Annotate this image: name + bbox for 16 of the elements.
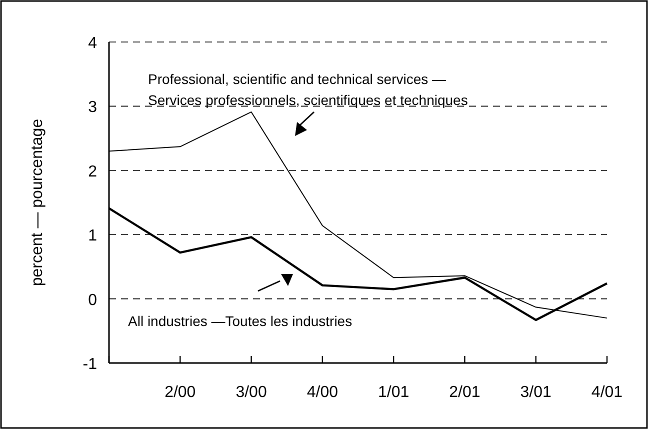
x-tick-label: 4/00	[306, 384, 338, 401]
y-tick-label: -1	[82, 356, 98, 373]
y-axis-title: percent — pourcentage	[29, 118, 46, 286]
y-tick-label: 3	[88, 99, 98, 116]
text: Professional, scientific and technical services — Services professionnels, scientifiques et techniques	[148, 71, 468, 108]
x-tick-label: 1/01	[378, 384, 410, 401]
x-tick-label: 3/00	[236, 384, 267, 401]
y-tick-label: 0	[88, 292, 98, 309]
y-tick-label: 2	[88, 163, 98, 180]
y-tick-label: 4	[88, 35, 98, 52]
x-tick-label: 4/01	[591, 384, 623, 401]
y-tick-label: 1	[88, 228, 98, 245]
x-tick-label: 2/00	[164, 384, 196, 401]
series-label: All industries —Toutes les industries	[128, 313, 352, 329]
x-tick-label: 2/01	[449, 384, 480, 401]
x-tick-label: 3/01	[520, 384, 552, 401]
